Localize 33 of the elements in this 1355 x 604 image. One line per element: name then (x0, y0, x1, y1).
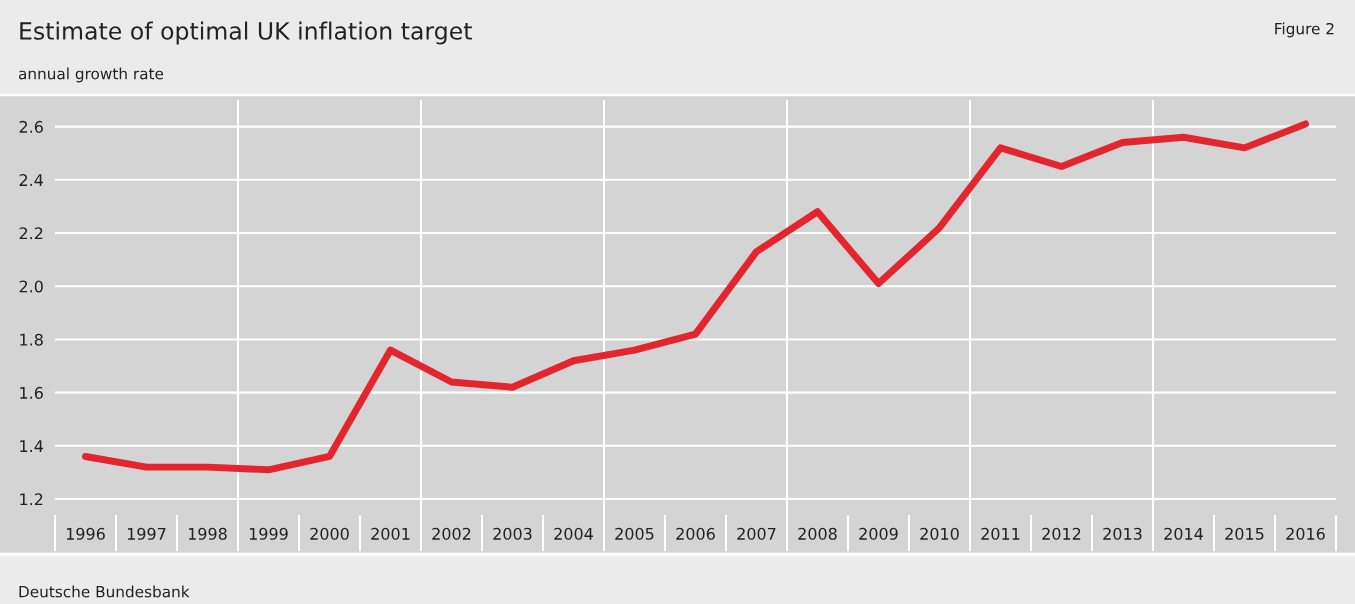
x-tick-label: 1997 (127, 527, 166, 540)
x-tick-label: 2016 (1286, 527, 1325, 540)
x-tick-label: 2004 (554, 527, 593, 540)
x-tick-label: 2010 (920, 527, 959, 540)
y-tick-label: 1.6 (20, 386, 43, 399)
text: Deutsche Bundesbank (19, 585, 190, 598)
x-tick-label: 2013 (1103, 527, 1142, 540)
x-tick-label: 2000 (310, 527, 349, 540)
y-tick-label: 2.2 (19, 227, 43, 240)
x-tick-label: 2007 (737, 527, 776, 540)
x-tick-label: 2012 (1042, 527, 1081, 540)
x-tick-label: 1996 (66, 527, 105, 540)
x-tick-label: 2009 (859, 527, 898, 540)
x-tick-label: 2015 (1225, 527, 1264, 540)
x-tick-label: 2003 (493, 527, 532, 540)
chart-title: Estimate of optimal UK inflation target (20, 21, 472, 45)
x-tick-label: 2001 (371, 527, 410, 540)
x-tick-label: 2014 (1164, 527, 1203, 540)
y-tick-label: 2.6 (19, 120, 43, 133)
x-tick-label: 2005 (615, 527, 654, 540)
y-tick-label: 1.2 (20, 493, 43, 506)
y-tick-label: 2.4 (19, 174, 43, 186)
x-tick-label: 2002 (432, 527, 471, 540)
y-tick-label: 1.4 (20, 440, 43, 452)
chart-subtitle: annual growth rate (18, 67, 164, 83)
caption: Figure 2 (1275, 22, 1334, 38)
x-tick-label: 1999 (249, 527, 288, 540)
x-tick-label: 2008 (798, 527, 837, 540)
x-tick-label: 2011 (981, 527, 1020, 540)
x-tick-label: 1998 (188, 527, 227, 540)
x-tick-label: 2006 (676, 527, 715, 540)
y-tick-label: 2.0 (19, 280, 43, 293)
y-tick-label: 1.8 (20, 333, 43, 346)
